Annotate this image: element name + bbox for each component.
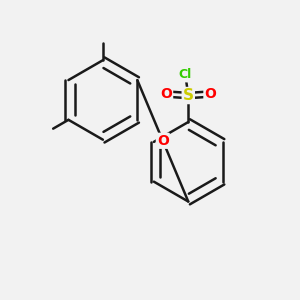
Text: O: O bbox=[160, 87, 172, 101]
Text: Cl: Cl bbox=[179, 68, 192, 81]
Text: O: O bbox=[157, 134, 169, 148]
Text: S: S bbox=[183, 88, 194, 103]
Text: O: O bbox=[204, 87, 216, 101]
